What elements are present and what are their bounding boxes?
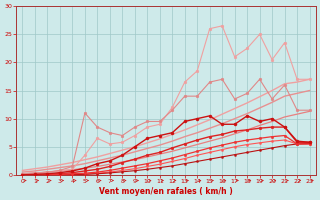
X-axis label: Vent moyen/en rafales ( km/h ): Vent moyen/en rafales ( km/h ) (99, 187, 233, 196)
